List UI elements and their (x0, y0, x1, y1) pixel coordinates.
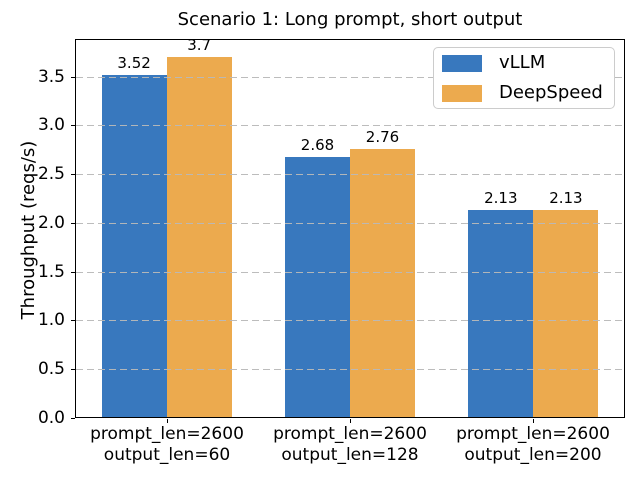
chart-title: Scenario 1: Long prompt, short output (177, 9, 523, 30)
x-category-label-line2: output_len=60 (103, 445, 231, 465)
bar-value-label: 2.76 (365, 127, 400, 146)
y-tick-label: 2.0 (37, 213, 65, 233)
y-tick-mark (71, 174, 75, 175)
x-category-label-line2: output_len=128 (281, 445, 419, 465)
legend: vLLM DeepSpeed (433, 47, 615, 109)
y-axis-label: Throughput (reqs/s) (18, 140, 39, 320)
y-tick-label: 1.5 (37, 262, 65, 282)
y-tick-label: 2.5 (37, 164, 65, 184)
y-tick-mark (71, 320, 75, 321)
y-tick-mark (71, 418, 75, 419)
x-category-label-line2: output_len=200 (464, 445, 602, 465)
y-tick-mark (71, 272, 75, 273)
bar-deepspeed-0 (166, 57, 232, 418)
bar-vllm-2 (468, 210, 534, 418)
gridline (76, 320, 624, 321)
x-category-label-line1: prompt_len=2600 (90, 424, 244, 444)
bar-value-label: 3.52 (117, 53, 151, 72)
legend-swatch-deepspeed-icon (442, 84, 482, 102)
legend-item-deepspeed: DeepSpeed (442, 78, 614, 108)
y-tick-mark (71, 369, 75, 370)
legend-label-deepspeed: DeepSpeed (499, 82, 603, 103)
legend-swatch-vllm-icon (442, 54, 482, 72)
y-tick-label: 3.5 (37, 67, 65, 87)
x-tick-mark (533, 419, 534, 423)
y-tick-mark (71, 77, 75, 78)
bar-value-label: 2.13 (484, 189, 518, 208)
gridline (76, 369, 624, 370)
legend-item-vllm: vLLM (442, 48, 614, 78)
bar-value-label: 2.13 (549, 189, 583, 208)
bar-deepspeed-2 (533, 210, 599, 418)
y-tick-mark (71, 223, 75, 224)
gridline (76, 125, 624, 126)
x-category-label: prompt_len=2600 output_len=60 (57, 424, 277, 466)
gridline (76, 223, 624, 224)
x-category-label: prompt_len=2600 output_len=128 (240, 424, 460, 466)
x-tick-mark (350, 419, 351, 423)
y-tick-label: 0.0 (37, 408, 65, 428)
x-category-label: prompt_len=2600 output_len=200 (423, 424, 640, 466)
x-category-label-line1: prompt_len=2600 (273, 424, 427, 444)
bar-vllm-1 (284, 156, 350, 418)
gridline (76, 77, 624, 78)
y-tick-label: 1.0 (37, 310, 65, 330)
y-tick-label: 0.5 (37, 359, 65, 379)
bar-deepspeed-1 (350, 148, 416, 418)
gridline (76, 174, 624, 175)
y-tick-mark (71, 125, 75, 126)
bar-value-label: 3.7 (187, 36, 212, 54)
legend-label-vllm: vLLM (499, 52, 546, 73)
gridline (76, 272, 624, 273)
bar-value-label: 2.68 (300, 135, 335, 154)
x-tick-mark (167, 419, 168, 423)
y-tick-label: 3.0 (37, 115, 65, 135)
bar-vllm-0 (101, 74, 167, 418)
x-category-label-line1: prompt_len=2600 (456, 424, 610, 444)
